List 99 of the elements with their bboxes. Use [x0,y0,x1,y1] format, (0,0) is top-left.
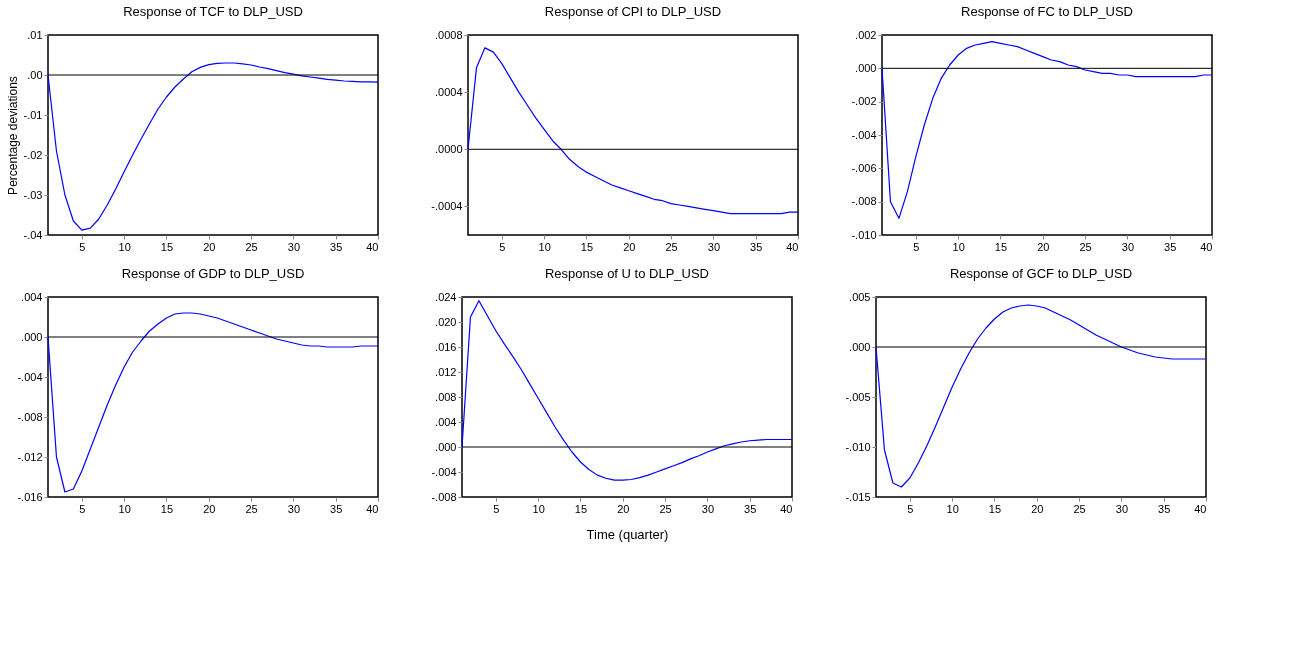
x-tick-label: 25 [659,502,672,515]
x-tick-label: 15 [994,240,1008,253]
x-tick-label: 40 [366,240,379,253]
y-tick-label: -.002 [851,95,877,108]
y-tick-label: .020 [435,315,457,328]
x-tick-label: 30 [287,240,301,253]
x-tick-label: 40 [786,240,799,253]
line-series [467,47,799,215]
chart-title: Response of FC to DLP_USD [961,4,1133,19]
y-tick-label: -.008 [431,490,457,503]
line-series [47,312,379,493]
x-tick-label: 25 [1073,502,1086,515]
x-tick-label: 30 [287,502,301,515]
y-tick-label: -.010 [851,228,877,241]
x-tick-label: 20 [1037,240,1050,253]
y-tick-label: .008 [435,390,457,403]
x-tick-label: 15 [580,240,594,253]
y-tick-label: .004 [435,415,457,428]
x-tick-label: 10 [118,502,131,515]
y-tick-label: -.016 [17,490,43,503]
y-tick-label: -.005 [845,390,871,403]
x-tick-label: 20 [623,240,636,253]
chart-title: Response of U to DLP_USD [544,266,710,281]
x-tick-label: 40 [780,502,793,515]
x-tick-label: 10 [952,240,965,253]
x-tick-label: 15 [160,240,174,253]
x-tick-label: 10 [538,240,551,253]
x-tick-label: 20 [617,502,630,515]
y-tick-label: .002 [855,28,877,41]
y-tick-label: -.012 [17,450,43,463]
y-axis-title: Percentage deviations [5,76,20,195]
x-tick-label: 35 [330,502,343,515]
x-tick-label: 20 [1031,502,1044,515]
x-tick-label: 10 [532,502,545,515]
y-tick-label: .01 [27,28,43,41]
x-tick-label: 20 [203,240,216,253]
chart-title: Response of GCF to DLP_USD [949,266,1133,281]
y-tick-label: -.004 [431,465,457,478]
chart-title: Response of TCF to DLP_USD [123,4,303,19]
x-tick-label: 20 [203,502,216,515]
x-tick-label: 25 [245,240,258,253]
x-tick-label: 5 [493,502,500,515]
x-tick-label: 40 [1194,502,1207,515]
y-tick-label: -.02 [23,148,43,161]
y-tick-label: -.004 [851,128,877,141]
x-tick-label: 15 [988,502,1002,515]
x-tick-label: 15 [160,502,174,515]
y-tick-label: .0008 [434,28,463,41]
y-tick-label: .012 [435,365,457,378]
x-tick-label: 10 [946,502,959,515]
y-tick-label: -.01 [23,108,43,121]
x-tick-label: 5 [907,502,914,515]
y-tick-label: -.008 [851,195,877,208]
x-tick-label: 35 [750,240,763,253]
x-tick-label: 15 [574,502,588,515]
y-tick-label: .0004 [434,85,463,98]
y-tick-label: .000 [849,340,871,353]
y-tick-label: .004 [21,290,43,303]
y-tick-label: -.015 [845,490,871,503]
y-tick-label: -.004 [17,370,43,383]
y-tick-label: .016 [435,340,457,353]
y-tick-label: -.008 [17,410,43,423]
x-tick-label: 40 [366,502,379,515]
y-tick-label: .000 [435,440,457,453]
x-tick-label: 10 [118,240,131,253]
x-tick-label: 35 [330,240,343,253]
line-series [461,300,793,481]
y-tick-label: .000 [21,330,43,343]
x-tick-label: 30 [1121,240,1135,253]
x-tick-label: 35 [744,502,757,515]
line-series [47,62,379,231]
x-tick-label: 5 [499,240,506,253]
y-tick-label: -.006 [851,161,877,174]
y-tick-label: .000 [855,61,877,74]
chart-title: Response of CPI to DLP_USD [544,4,722,19]
y-tick-label: .0000 [434,142,463,155]
line-series [875,304,1207,488]
y-tick-label: -.010 [845,440,871,453]
y-tick-label: -.0004 [431,199,463,212]
y-tick-label: -.04 [23,228,43,241]
x-tick-label: 30 [701,502,715,515]
chart-title: Response of GDP to DLP_USD [121,266,305,281]
x-tick-label: 25 [1079,240,1092,253]
x-axis-title: Time (quarter) [586,526,669,542]
x-tick-label: 5 [79,502,86,515]
x-tick-label: 5 [79,240,86,253]
x-tick-label: 5 [913,240,920,253]
x-tick-label: 35 [1158,502,1171,515]
x-tick-label: 35 [1164,240,1177,253]
x-tick-label: 40 [1200,240,1213,253]
y-tick-label: .00 [27,68,43,81]
y-tick-label: -.03 [23,188,43,201]
line-series [881,41,1213,219]
y-tick-label: .024 [435,290,457,303]
x-tick-label: 30 [1115,502,1129,515]
x-tick-label: 30 [707,240,721,253]
x-tick-label: 25 [665,240,678,253]
x-tick-label: 25 [245,502,258,515]
y-tick-label: .005 [849,290,871,303]
